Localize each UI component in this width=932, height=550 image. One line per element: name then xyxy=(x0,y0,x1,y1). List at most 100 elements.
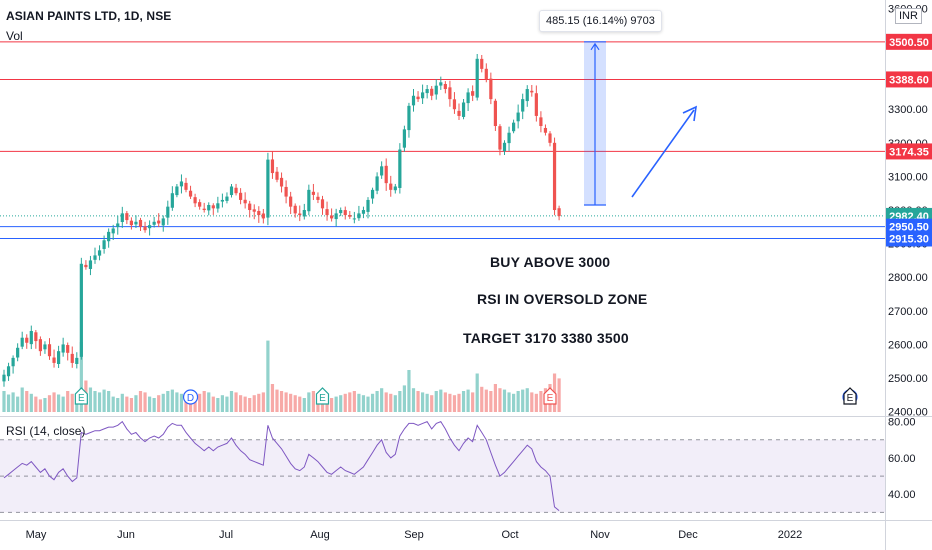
candle-body xyxy=(193,197,197,204)
candle-body xyxy=(416,96,420,100)
volume-bar xyxy=(193,395,197,412)
month-label: Sep xyxy=(404,529,424,541)
candle-body xyxy=(466,92,470,104)
candle-body xyxy=(461,102,466,117)
volume-bar xyxy=(516,391,520,412)
candle-body xyxy=(543,127,548,133)
candle-body xyxy=(320,199,325,209)
price-level-tag-label: 3500.50 xyxy=(889,37,929,49)
volume-bar xyxy=(452,395,457,412)
candle-body xyxy=(512,122,516,132)
price-tick-label: 3300.00 xyxy=(888,104,928,116)
volume-bar xyxy=(29,393,33,412)
volume-bar xyxy=(16,396,20,412)
candle-body xyxy=(143,226,147,231)
candle-body xyxy=(29,330,33,345)
candle-body xyxy=(457,110,461,116)
rsi-tick-label: 40.00 xyxy=(888,489,916,501)
volume-bar xyxy=(430,395,434,412)
volume-bar xyxy=(380,388,384,412)
volume-bar xyxy=(2,391,6,412)
volume-bar xyxy=(425,393,429,412)
candle-body xyxy=(316,196,320,200)
volume-bar xyxy=(461,391,466,412)
candle-body xyxy=(452,99,457,110)
price-tick-label: 2800.00 xyxy=(888,272,928,284)
volume-label: Vol xyxy=(6,29,23,43)
candle-body xyxy=(330,215,334,219)
candle-body xyxy=(257,210,261,216)
volume-bar xyxy=(34,396,38,412)
candle-body xyxy=(471,91,475,96)
symbol-title[interactable]: ASIAN PAINTS LTD, 1D, NSE xyxy=(6,9,172,23)
volume-bar xyxy=(311,391,315,412)
candle-body xyxy=(239,192,243,200)
month-label: Aug xyxy=(310,529,330,541)
candle-body xyxy=(366,199,370,212)
volume-bar xyxy=(6,394,11,412)
price-level-tag xyxy=(886,143,932,160)
month-label: May xyxy=(26,529,47,541)
month-label: Oct xyxy=(501,529,518,541)
volume-bar xyxy=(120,393,124,412)
candle-body xyxy=(393,186,397,191)
candle-body xyxy=(434,85,438,95)
volume-bar xyxy=(493,384,497,412)
price-level-tag xyxy=(886,71,932,88)
volume-bar xyxy=(107,391,111,412)
price-tick-label: 2500.00 xyxy=(888,373,928,385)
candle-body xyxy=(170,193,174,208)
volume-bar xyxy=(307,392,311,412)
dividend-marker-label: D xyxy=(187,393,194,404)
volume-bar xyxy=(134,395,138,412)
candle-body xyxy=(307,189,311,212)
volume-bar xyxy=(434,391,438,412)
candle-body xyxy=(361,210,366,214)
volume-bar xyxy=(402,385,406,412)
price-level-tag xyxy=(886,230,932,247)
candle-body xyxy=(6,366,11,377)
volume-bar xyxy=(489,391,493,412)
candle-body xyxy=(548,133,552,143)
candle-body xyxy=(179,181,184,187)
rsi-label[interactable]: RSI (14, close) xyxy=(6,424,86,438)
volume-bar xyxy=(266,340,270,412)
volume-bar xyxy=(534,393,538,412)
candle-body xyxy=(20,337,24,347)
candle-body xyxy=(352,218,356,220)
candle-body xyxy=(552,142,557,211)
candle-body xyxy=(325,209,329,216)
candle-body xyxy=(243,199,247,204)
volume-bar xyxy=(57,394,61,412)
candle-body xyxy=(425,89,429,94)
candle-body xyxy=(188,190,193,197)
candle-body xyxy=(293,205,297,214)
candle-body xyxy=(489,78,493,100)
volume-bar xyxy=(471,392,475,412)
candle-body xyxy=(311,191,315,195)
volume-bar xyxy=(448,393,452,412)
candle-body xyxy=(16,347,20,358)
volume-bar xyxy=(525,388,529,412)
candle-body xyxy=(211,205,215,209)
candle-body xyxy=(448,87,452,100)
currency-badge[interactable]: INR xyxy=(895,8,922,24)
earnings-marker xyxy=(74,387,88,405)
candle-body xyxy=(129,220,133,226)
candle-body xyxy=(161,218,165,226)
volume-bar xyxy=(498,388,502,412)
volume-bar xyxy=(530,392,534,412)
earnings-marker xyxy=(843,387,857,405)
candle-body xyxy=(289,196,293,207)
volume-bar xyxy=(521,389,525,412)
candle-body xyxy=(34,332,38,342)
volume-bar xyxy=(166,391,170,412)
candle-body xyxy=(225,196,229,201)
candle-body xyxy=(25,337,29,343)
volume-bar xyxy=(366,396,370,412)
volume-bar xyxy=(220,395,224,412)
volume-bar xyxy=(557,378,561,412)
volume-bar xyxy=(207,392,211,412)
volume-bar xyxy=(370,393,375,412)
